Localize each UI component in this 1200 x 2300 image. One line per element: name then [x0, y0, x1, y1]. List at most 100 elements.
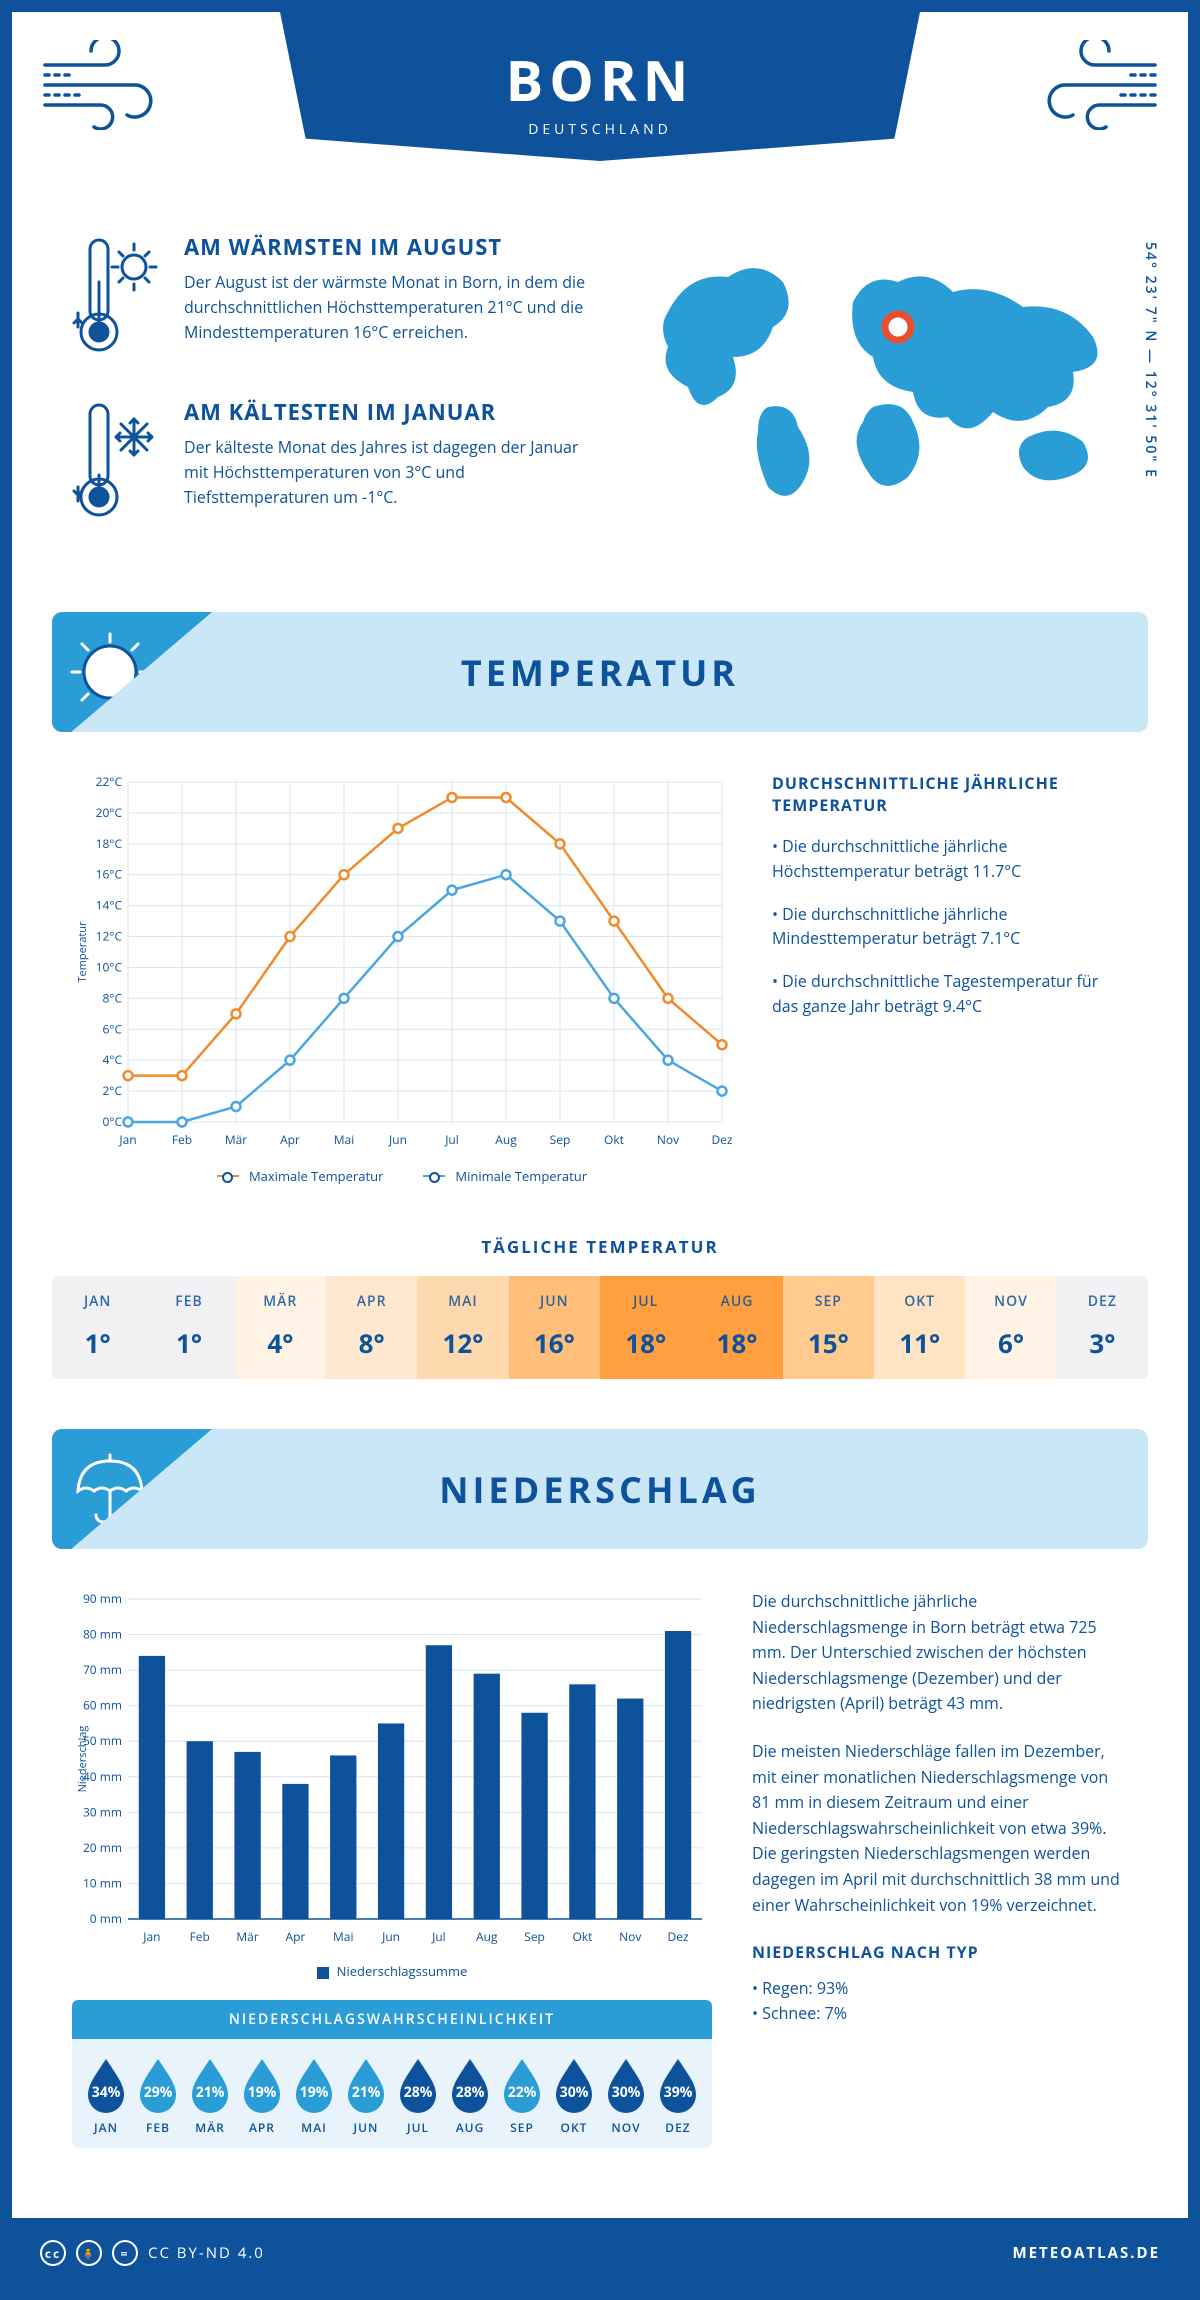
svg-text:30 mm: 30 mm: [83, 1803, 122, 1820]
svg-text:Niederschlag: Niederschlag: [75, 1726, 90, 1793]
cc-icon: cc: [40, 2240, 66, 2266]
daily-cell: JUN16°: [509, 1276, 600, 1379]
summary-row: AM WÄRMSTEN IM AUGUST Der August ist der…: [12, 212, 1188, 612]
prob-cell: 30% NOV: [600, 2057, 652, 2136]
precipitation-row: 0 mm10 mm20 mm30 mm40 mm50 mm60 mm70 mm8…: [52, 1549, 1148, 2168]
temperature-summary: DURCHSCHNITTLICHE JÄHRLICHE TEMPERATUR •…: [772, 772, 1128, 1185]
avg-temp-b2: • Die durchschnittliche jährliche Mindes…: [772, 902, 1128, 952]
svg-text:0 mm: 0 mm: [90, 1910, 122, 1927]
daily-cell: FEB1°: [143, 1276, 234, 1379]
coldest-block: AM KÄLTESTEN IM JANUAR Der kälteste Mona…: [72, 397, 608, 532]
title-flag: BORN DEUTSCHLAND: [280, 12, 920, 161]
svg-text:Feb: Feb: [172, 1131, 192, 1148]
prob-cell: 19% APR: [236, 2057, 288, 2136]
svg-text:6°C: 6°C: [102, 1020, 122, 1037]
svg-text:Jan: Jan: [142, 1928, 160, 1945]
svg-text:70 mm: 70 mm: [83, 1661, 122, 1678]
probability-title: NIEDERSCHLAGSWAHRSCHEINLICHKEIT: [72, 2000, 712, 2039]
svg-text:80 mm: 80 mm: [83, 1626, 122, 1643]
banner-title: NIEDERSCHLAG: [439, 1465, 760, 1514]
thermometer-sun-icon: [72, 232, 162, 367]
wind-icon: [1010, 40, 1160, 130]
daily-temp-title: TÄGLICHE TEMPERATUR: [52, 1235, 1148, 1258]
banner-title: TEMPERATUR: [461, 648, 739, 697]
temperature-section: TEMPERATUR 0°C2°C4°C6°C8°C10°C12°C14°C16…: [52, 612, 1148, 1379]
svg-text:Feb: Feb: [190, 1928, 210, 1945]
svg-text:12°C: 12°C: [96, 928, 123, 945]
daily-cell: AUG18°: [691, 1276, 782, 1379]
svg-text:10 mm: 10 mm: [83, 1874, 122, 1891]
svg-text:Okt: Okt: [572, 1928, 592, 1945]
page-root: BORN DEUTSCHLAND: [0, 0, 1200, 2300]
daily-cell: MÄR4°: [235, 1276, 326, 1379]
svg-text:Mär: Mär: [236, 1928, 258, 1945]
precip-type-title: NIEDERSCHLAG NACH TYP: [752, 1940, 1128, 1966]
temperature-legend: Maximale Temperatur Minimale Temperatur: [72, 1167, 732, 1185]
prob-cell: 28% AUG: [444, 2057, 496, 2136]
sun-icon: [52, 612, 212, 732]
precip-para1: Die durchschnittliche jährliche Niedersc…: [752, 1589, 1128, 1717]
precipitation-chart: 0 mm10 mm20 mm30 mm40 mm50 mm60 mm70 mm8…: [72, 1589, 712, 1949]
daily-temp-strip: JAN1° FEB1° MÄR4° APR8° MAI12° JUN16° JU…: [52, 1276, 1148, 1379]
svg-text:Jun: Jun: [388, 1131, 407, 1148]
svg-text:Sep: Sep: [524, 1928, 545, 1945]
nd-icon: =: [112, 2240, 138, 2266]
svg-text:Dez: Dez: [668, 1928, 689, 1945]
daily-cell: JAN1°: [52, 1276, 143, 1379]
precipitation-chart-col: 0 mm10 mm20 mm30 mm40 mm50 mm60 mm70 mm8…: [72, 1589, 712, 2148]
summary-texts: AM WÄRMSTEN IM AUGUST Der August ist der…: [72, 232, 608, 562]
temperature-row: 0°C2°C4°C6°C8°C10°C12°C14°C16°C18°C20°C2…: [52, 732, 1148, 1205]
country-name: DEUTSCHLAND: [280, 120, 920, 139]
svg-text:10°C: 10°C: [96, 958, 123, 975]
avg-temp-title: DURCHSCHNITTLICHE JÄHRLICHE TEMPERATUR: [772, 772, 1128, 816]
svg-text:Okt: Okt: [604, 1131, 624, 1148]
svg-text:22°C: 22°C: [96, 773, 123, 790]
legend-max: Maximale Temperatur: [249, 1167, 383, 1185]
prob-cell: 19% MAI: [288, 2057, 340, 2136]
section-banner: TEMPERATUR: [52, 612, 1148, 732]
svg-text:Nov: Nov: [657, 1131, 679, 1148]
license-text: CC BY-ND 4.0: [148, 2243, 265, 2263]
warmest-block: AM WÄRMSTEN IM AUGUST Der August ist der…: [72, 232, 608, 367]
header: BORN DEUTSCHLAND: [12, 12, 1188, 212]
svg-text:20°C: 20°C: [96, 804, 123, 821]
svg-text:16°C: 16°C: [96, 866, 123, 883]
daily-cell: NOV6°: [965, 1276, 1056, 1379]
precip-para2: Die meisten Niederschläge fallen im Deze…: [752, 1739, 1128, 1918]
daily-cell: MAI12°: [417, 1276, 508, 1379]
warmest-text: Der August ist der wärmste Monat in Born…: [184, 270, 604, 344]
svg-text:Apr: Apr: [285, 1928, 305, 1945]
svg-text:8°C: 8°C: [102, 989, 122, 1006]
svg-text:14°C: 14°C: [96, 897, 123, 914]
probability-box: NIEDERSCHLAGSWAHRSCHEINLICHKEIT 34% JAN …: [72, 2000, 712, 2148]
daily-cell: JUL18°: [600, 1276, 691, 1379]
daily-cell: DEZ3°: [1057, 1276, 1148, 1379]
svg-text:Jun: Jun: [381, 1928, 400, 1945]
avg-temp-b3: • Die durchschnittliche Tagestemperatur …: [772, 969, 1128, 1019]
precip-type2: • Schnee: 7%: [752, 2001, 1128, 2027]
svg-text:20 mm: 20 mm: [83, 1839, 122, 1856]
prob-cell: 28% JUL: [392, 2057, 444, 2136]
precip-type1: • Regen: 93%: [752, 1976, 1128, 2002]
prob-cell: 21% MÄR: [184, 2057, 236, 2136]
svg-text:Nov: Nov: [619, 1928, 641, 1945]
prob-cell: 34% JAN: [80, 2057, 132, 2136]
svg-text:Jan: Jan: [118, 1131, 136, 1148]
avg-temp-b1: • Die durchschnittliche jährliche Höchst…: [772, 834, 1128, 884]
prob-cell: 21% JUN: [340, 2057, 392, 2136]
svg-text:2°C: 2°C: [102, 1082, 122, 1099]
section-banner: NIEDERSCHLAG: [52, 1429, 1148, 1549]
precipitation-legend: Niederschlagssumme: [72, 1962, 712, 1980]
svg-text:Apr: Apr: [280, 1131, 300, 1148]
svg-text:90 mm: 90 mm: [83, 1590, 122, 1607]
by-icon: 🧍: [76, 2240, 102, 2266]
thermometer-snow-icon: [72, 397, 162, 532]
svg-text:Aug: Aug: [495, 1131, 517, 1148]
legend-sum: Niederschlagssumme: [337, 1962, 468, 1980]
prob-cell: 22% SEP: [496, 2057, 548, 2136]
world-map: 54° 23' 7" N — 12° 31' 50" E: [648, 232, 1128, 562]
svg-text:Jul: Jul: [444, 1131, 459, 1148]
temperature-chart: 0°C2°C4°C6°C8°C10°C12°C14°C16°C18°C20°C2…: [72, 772, 732, 1185]
svg-text:Jul: Jul: [431, 1928, 446, 1945]
umbrella-icon: [52, 1429, 212, 1549]
